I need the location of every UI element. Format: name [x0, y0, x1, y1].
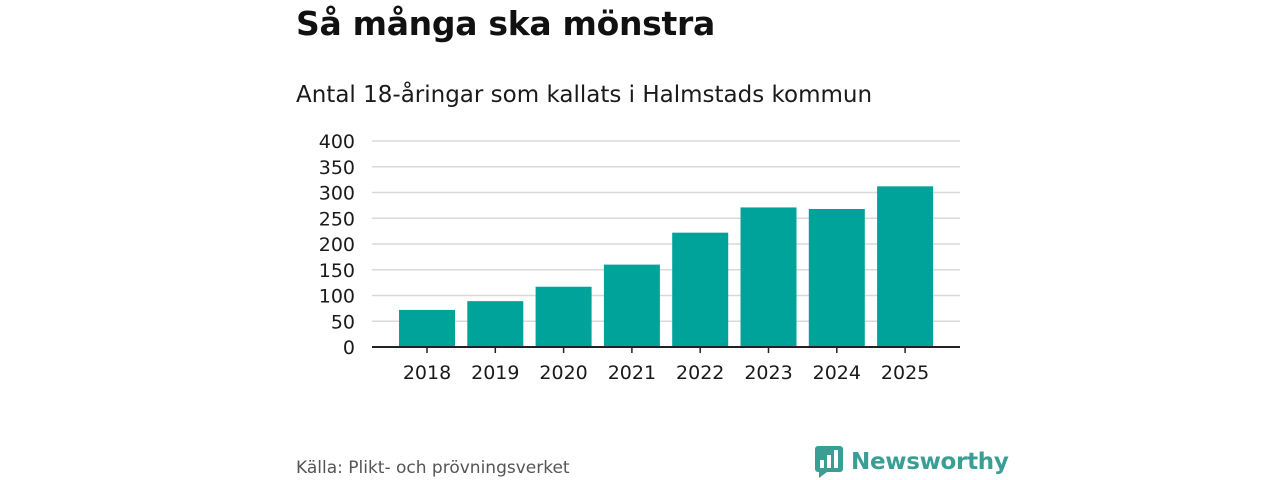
x-tick-label: 2021 — [608, 362, 656, 384]
bar-2024 — [808, 208, 865, 347]
bar-chart-logo-icon — [815, 446, 843, 478]
y-tick-label: 350 — [319, 157, 355, 179]
x-tick-label: 2020 — [539, 362, 587, 384]
source-note: Källa: Plikt- och prövningsverket — [296, 458, 570, 478]
bar-2023 — [740, 207, 797, 347]
newsworthy-logo[interactable]: Newsworthy — [815, 446, 1009, 478]
brand-name: Newsworthy — [851, 449, 1009, 475]
y-tick-label: 50 — [331, 311, 355, 333]
y-tick-label: 0 — [343, 337, 355, 359]
chart-subtitle: Antal 18-åringar som kallats i Halmstads… — [296, 82, 873, 108]
bars — [399, 186, 934, 347]
y-tick-label: 100 — [319, 286, 355, 308]
x-tick-label: 2025 — [881, 362, 929, 384]
gridlines — [372, 140, 960, 322]
y-tick-label: 200 — [319, 234, 355, 256]
y-tick-label: 250 — [319, 208, 355, 230]
chart-title: Så många ska mönstra — [296, 4, 715, 43]
x-tick-label: 2024 — [813, 362, 861, 384]
y-tick-label: 150 — [319, 260, 355, 282]
x-tick-label: 2019 — [471, 362, 519, 384]
bar-2020 — [535, 286, 592, 347]
bar-2019 — [467, 301, 524, 347]
x-tick-label: 2018 — [403, 362, 451, 384]
y-axis-ticks: 0 50 100 150 200 250 300 350 400 — [319, 131, 355, 359]
bar-chart: 0 50 100 150 200 250 300 350 400 2018 2019 2020 202… — [319, 131, 960, 384]
x-axis-ticks: 2018 2019 2020 2021 2022 2023 2024 2025 — [403, 347, 929, 384]
bar-2022 — [672, 232, 729, 347]
bar-2025 — [877, 186, 934, 347]
bar-2021 — [603, 264, 660, 347]
y-tick-label: 300 — [319, 183, 355, 205]
x-tick-label: 2023 — [744, 362, 792, 384]
bar-2018 — [399, 309, 455, 347]
x-tick-label: 2022 — [676, 362, 724, 384]
y-tick-label: 400 — [319, 131, 355, 153]
